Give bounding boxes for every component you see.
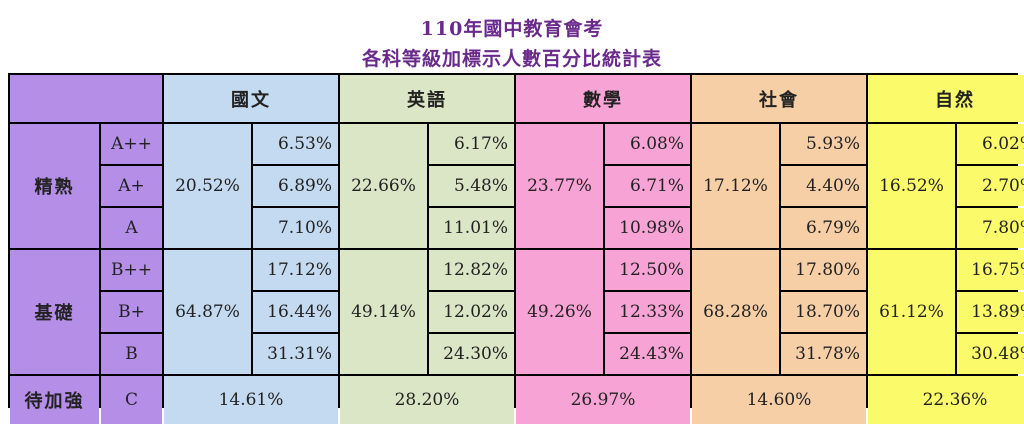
level-label-proficient: 精熟 [10,124,99,248]
grade-percent-cell: 6.71% [605,166,690,206]
level-label-basic: 基礎 [10,250,99,374]
grade-percent-cell: 6.17% [429,124,514,164]
needs-improvement-cell: 14.61% [164,376,338,424]
grade-percent-cell: 10.98% [605,208,690,248]
grade-percent-cell: 5.93% [781,124,866,164]
grade-percent-cell: 6.02% [957,124,1024,164]
grade-label: A++ [101,124,162,164]
grade-percent-cell: 12.33% [605,292,690,332]
table-title: 110年國中教育會考 [420,18,604,40]
grade-percent-cell: 7.80% [957,208,1024,248]
grade-label: B+ [101,292,162,332]
proficient-total-cell: 22.66% [340,124,427,248]
table-subtitle: 各科等級加標示人數百分比統計表 [361,48,662,70]
grade-percent-cell: 16.44% [253,292,338,332]
grade-label: A [101,208,162,248]
grade-percent-cell: 30.48% [957,334,1024,374]
grade-percent-cell: 18.70% [781,292,866,332]
subject-header: 數學 [516,75,690,122]
grade-percent-cell: 24.30% [429,334,514,374]
grade-percent-cell: 24.43% [605,334,690,374]
statistics-table: 國文 20.52% 64.87% 6.53% 6.89% 7.10% 17.12% 16.44… [8,73,1024,424]
grade-percent-cell: 16.75% [957,250,1024,290]
subject-header: 社會 [692,75,866,122]
grade-percent-cell: 6.08% [605,124,690,164]
grade-percent-cell: 11.01% [429,208,514,248]
grade-percent-cell: 31.78% [781,334,866,374]
grade-percent-cell: 2.70% [957,166,1024,206]
grade-percent-cell: 13.89% [957,292,1024,332]
grade-percent-cell: 12.50% [605,250,690,290]
needs-improvement-cell: 14.60% [692,376,866,424]
needs-improvement-cell: 28.20% [340,376,514,424]
grade-label: A+ [101,166,162,206]
basic-total-cell: 64.87% [164,250,251,374]
basic-total-cell: 61.12% [868,250,955,374]
grade-percent-cell: 5.48% [429,166,514,206]
proficient-total-cell: 20.52% [164,124,251,248]
subject-header: 英語 [340,75,514,122]
grade-label: C [101,376,162,424]
header-corner-cell [10,75,162,122]
grade-percent-cell: 31.31% [253,334,338,374]
subject-header: 自然 [868,75,1024,122]
proficient-total-cell: 17.12% [692,124,779,248]
grade-percent-cell: 4.40% [781,166,866,206]
proficient-total-cell: 16.52% [868,124,955,248]
needs-improvement-cell: 26.97% [516,376,690,424]
grade-percent-cell: 12.82% [429,250,514,290]
grade-percent-cell: 6.79% [781,208,866,248]
grade-label: B [101,334,162,374]
grade-percent-cell: 17.80% [781,250,866,290]
proficient-total-cell: 23.77% [516,124,603,248]
grade-percent-cell: 7.10% [253,208,338,248]
grade-percent-cell: 17.12% [253,250,338,290]
grade-percent-cell: 6.89% [253,166,338,206]
grade-percent-cell: 12.02% [429,292,514,332]
basic-total-cell: 49.14% [340,250,427,374]
basic-total-cell: 49.26% [516,250,603,374]
needs-improvement-cell: 22.36% [868,376,1024,424]
subject-header: 國文 [164,75,338,122]
basic-total-cell: 68.28% [692,250,779,374]
level-label-needs-improvement: 待加強 [10,376,99,424]
grade-label: B++ [101,250,162,290]
grade-percent-cell: 6.53% [253,124,338,164]
